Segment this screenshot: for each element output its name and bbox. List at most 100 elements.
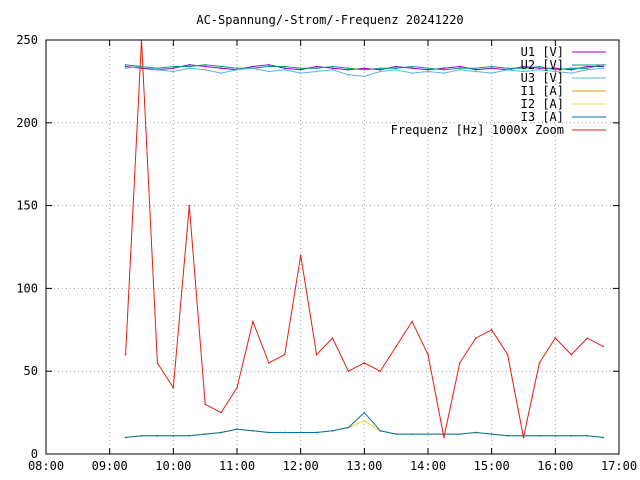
data-point: [443, 72, 445, 74]
data-point: [252, 430, 254, 432]
data-point: [490, 329, 493, 331]
data-point: [395, 433, 397, 435]
data-point: [268, 65, 270, 68]
data-point: [220, 67, 222, 69]
data-point: [315, 67, 318, 69]
data-point: [172, 386, 175, 389]
legend-label: U2 [V]: [521, 58, 564, 72]
data-point: [474, 69, 477, 71]
data-point: [538, 434, 541, 437]
legend-label: I2 [A]: [521, 97, 564, 111]
data-point: [156, 69, 159, 71]
data-point: [283, 69, 286, 71]
data-point: [220, 72, 222, 74]
data-point: [490, 433, 493, 435]
data-point: [554, 434, 557, 437]
data-point: [554, 69, 557, 71]
data-point: [602, 67, 604, 69]
data-point: [586, 65, 588, 68]
data-point: [411, 72, 413, 74]
data-point: [283, 65, 286, 68]
data-point: [140, 67, 143, 69]
data-point: [363, 420, 366, 422]
data-point: [268, 70, 270, 73]
data-point: [554, 70, 557, 73]
data-point: [379, 70, 382, 73]
data-point: [268, 362, 270, 364]
data-point: [506, 67, 509, 69]
data-point: [220, 65, 222, 68]
data-point: [459, 69, 461, 71]
data-point: [538, 67, 541, 69]
data-point: [427, 353, 429, 356]
data-point: [570, 353, 573, 356]
data-point: [459, 67, 461, 69]
data-point: [315, 70, 318, 73]
data-point: [602, 65, 604, 68]
x-tick-label: 15:00: [474, 459, 510, 473]
data-point: [283, 67, 286, 69]
data-point: [315, 431, 318, 434]
data-point: [331, 69, 334, 71]
chart-title: AC-Spannung/-Strom/-Frequenz 20241220: [196, 13, 463, 27]
data-point: [124, 353, 127, 356]
data-point: [188, 434, 191, 437]
data-point: [299, 254, 302, 257]
data-point: [188, 65, 191, 68]
data-point: [570, 69, 573, 71]
data-point: [363, 67, 366, 69]
data-point: [427, 433, 429, 435]
x-tick-label: 10:00: [155, 459, 191, 473]
data-point: [204, 433, 206, 435]
data-point: [331, 337, 334, 339]
data-point: [506, 434, 509, 437]
data-point: [156, 362, 159, 364]
data-point: [252, 67, 254, 69]
data-point: [124, 65, 127, 68]
y-tick-label: 0: [31, 447, 38, 461]
data-point: [347, 67, 350, 69]
data-point: [236, 386, 238, 389]
data-point: [363, 362, 366, 364]
data-point: [236, 67, 238, 69]
data-point: [204, 64, 206, 66]
data-point: [236, 428, 238, 430]
data-point: [363, 75, 366, 78]
y-tick-label: 250: [16, 33, 38, 47]
data-point: [427, 69, 429, 71]
data-point: [522, 67, 525, 69]
data-point: [252, 65, 254, 68]
data-point: [379, 370, 382, 373]
data-point: [474, 67, 477, 69]
data-point: [347, 69, 350, 71]
data-point: [331, 67, 334, 69]
data-point: [156, 434, 159, 437]
data-point: [490, 72, 493, 74]
data-point: [363, 69, 366, 71]
data-point: [379, 69, 382, 71]
data-point: [538, 69, 541, 71]
data-point: [395, 345, 397, 348]
data-point: [283, 353, 286, 356]
data-point: [459, 433, 461, 435]
data-point: [490, 67, 493, 69]
data-point: [538, 65, 541, 68]
data-point: [331, 65, 334, 68]
data-point: [379, 430, 382, 432]
data-point: [427, 67, 429, 69]
data-point: [570, 72, 573, 74]
data-point: [602, 345, 604, 348]
data-point: [299, 431, 302, 434]
data-point: [411, 320, 413, 323]
legend-label: I3 [A]: [521, 110, 564, 124]
y-tick-label: 100: [16, 281, 38, 295]
data-point: [522, 436, 525, 439]
data-point: [172, 67, 175, 69]
data-point: [299, 67, 302, 69]
x-tick-label: 17:00: [601, 459, 637, 473]
data-point: [586, 434, 588, 437]
data-point: [395, 65, 397, 68]
data-point: [268, 64, 270, 66]
data-point: [443, 436, 445, 439]
